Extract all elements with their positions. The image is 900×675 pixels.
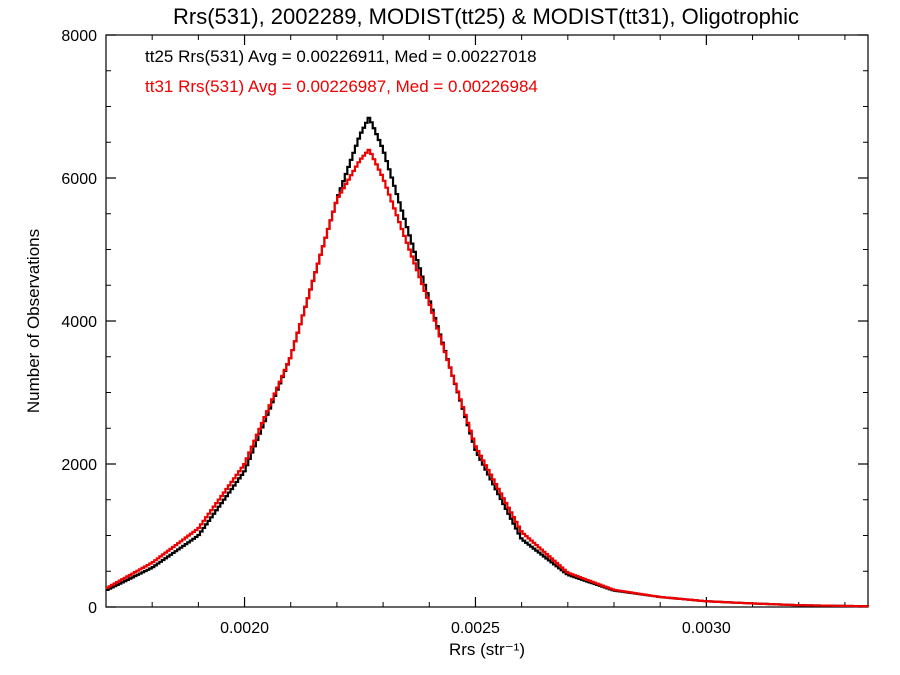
y-tick-label: 6000 [61,171,97,188]
x-axis-label: Rrs (str⁻¹) [449,640,525,659]
x-tick-label: 0.0025 [451,620,500,637]
y-tick-label: 4000 [61,314,97,331]
series-line [106,116,870,608]
chart-title: Rrs(531), 2002289, MODIST(tt25) & MODIST… [173,4,799,29]
legend-entry-tt31: tt31 Rrs(531) Avg = 0.00226987, Med = 0.… [145,77,538,96]
series-line [106,148,870,608]
y-axis-label: Number of Observations [24,229,43,413]
series-tt25 [106,116,870,608]
y-tick-label: 0 [88,600,97,617]
x-tick-label: 0.0020 [220,620,269,637]
series-layer [106,116,870,608]
y-tick-label: 8000 [61,28,97,45]
axis-ticks: 0.0020 0.0025 0.0030 0 2000 4000 6000 8000 [61,28,868,637]
y-tick-label: 2000 [61,457,97,474]
plot-frame [105,34,869,608]
legend-entry-tt25: tt25 Rrs(531) Avg = 0.00226911, Med = 0.… [145,47,537,66]
x-tick-label: 0.0030 [682,620,731,637]
series-tt31 [106,148,870,608]
